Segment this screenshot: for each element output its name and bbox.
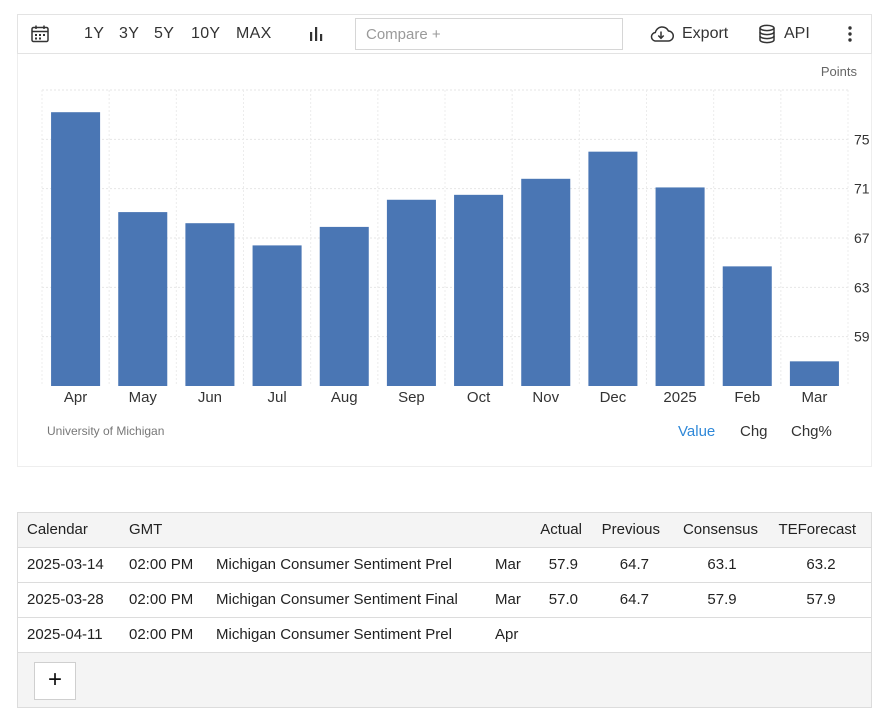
row-date: 2025-04-11 xyxy=(27,626,103,643)
range-10y-button[interactable]: 10Y xyxy=(191,25,221,42)
table-footer: + xyxy=(18,653,871,707)
y-tick-label: 67 xyxy=(854,230,870,246)
y-tick-label: 71 xyxy=(854,181,870,197)
bar-dec[interactable] xyxy=(588,151,638,386)
row-date: 2025-03-28 xyxy=(27,591,104,608)
bar-chart: Apr May Jun Jul Aug Sep Oct Nov Dec 2025 Feb Mar 59 6… xyxy=(41,89,870,406)
x-tick-label: Aug xyxy=(331,389,358,406)
table-header-row: Calendar GMT Actual Previous Consensus T… xyxy=(18,513,871,548)
mode-chg-pct-button[interactable]: Chg% xyxy=(791,423,832,440)
cloud-download-icon xyxy=(648,25,674,43)
row-time: 02:00 PM xyxy=(129,556,194,573)
source-label: University of Michigan xyxy=(47,424,165,438)
header-actual: Actual xyxy=(540,521,582,538)
row-time: 02:00 PM xyxy=(129,626,194,643)
row-event[interactable]: Michigan Consumer Sentiment Prel xyxy=(216,556,452,573)
bar-mar[interactable] xyxy=(789,361,839,386)
header-calendar: Calendar xyxy=(27,521,88,538)
row-teforecast: 63.2 xyxy=(806,556,836,573)
x-tick-label: Apr xyxy=(64,389,87,406)
bar-sep[interactable] xyxy=(386,199,436,386)
bar-aug[interactable] xyxy=(319,226,369,386)
database-icon xyxy=(758,24,776,44)
x-tick-label: Nov xyxy=(532,389,559,406)
row-previous: 64.7 xyxy=(619,556,649,573)
x-tick-label: Sep xyxy=(398,389,425,406)
range-5y-button[interactable]: 5Y xyxy=(154,25,175,42)
bar-nov[interactable] xyxy=(521,178,571,386)
bar-oct[interactable] xyxy=(454,194,504,386)
y-tick-label: 59 xyxy=(854,329,870,345)
mode-value-button[interactable]: Value xyxy=(678,423,716,440)
header-previous: Previous xyxy=(601,521,660,538)
table-row[interactable]: 2025-03-14 02:00 PM Michigan Consumer Se… xyxy=(18,548,871,583)
range-1y-button[interactable]: 1Y xyxy=(84,25,105,42)
row-date: 2025-03-14 xyxy=(27,556,104,573)
calendar-icon[interactable] xyxy=(30,15,50,53)
row-event[interactable]: Michigan Consumer Sentiment Prel xyxy=(216,626,452,643)
y-tick-label: 75 xyxy=(854,131,870,147)
row-reference: Mar xyxy=(495,591,521,608)
bar-jun[interactable] xyxy=(185,223,235,386)
row-reference: Apr xyxy=(495,626,519,643)
api-button[interactable]: API xyxy=(758,15,810,53)
row-time: 02:00 PM xyxy=(129,591,194,608)
row-previous xyxy=(588,618,649,652)
bar-2025[interactable] xyxy=(655,187,705,386)
bar-feb[interactable] xyxy=(722,266,772,386)
row-actual: 57.9 xyxy=(548,556,578,573)
chart-toolbar: 1Y 3Y 5Y 10Y MAX Export xyxy=(17,14,872,54)
x-tick-label: Jul xyxy=(267,389,286,406)
row-consensus: 63.1 xyxy=(707,556,737,573)
mode-chg-button[interactable]: Chg xyxy=(740,423,768,440)
header-gmt: GMT xyxy=(129,521,163,538)
table-row[interactable]: 2025-03-28 02:00 PM Michigan Consumer Se… xyxy=(18,583,871,618)
bar-may[interactable] xyxy=(118,212,168,386)
row-actual: 57.0 xyxy=(548,591,578,608)
x-tick-label: Dec xyxy=(600,389,627,406)
more-vertical-icon[interactable] xyxy=(842,15,858,53)
api-label: API xyxy=(784,25,810,42)
row-teforecast: 57.9 xyxy=(806,591,836,608)
export-button[interactable]: Export xyxy=(648,15,728,53)
x-tick-label: 2025 xyxy=(663,389,696,406)
calendar-table: Calendar GMT Actual Previous Consensus T… xyxy=(17,512,872,708)
row-event[interactable]: Michigan Consumer Sentiment Final xyxy=(216,591,458,608)
export-label: Export xyxy=(682,25,729,42)
row-previous: 64.7 xyxy=(619,591,649,608)
x-tick-label: Jun xyxy=(198,389,222,406)
x-tick-label: Oct xyxy=(467,389,491,406)
x-tick-label: May xyxy=(129,389,158,406)
row-consensus: 57.9 xyxy=(707,591,737,608)
chart-panel: Points Apr May Jun Jul Aug Sep Oct Nov Dec 2025 Fe… xyxy=(17,54,872,467)
row-consensus xyxy=(682,618,762,652)
x-tick-label: Feb xyxy=(734,389,760,406)
compare-input[interactable] xyxy=(355,18,623,50)
x-tick-label: Mar xyxy=(801,389,827,406)
row-teforecast xyxy=(781,618,861,652)
table-row[interactable]: 2025-04-11 02:00 PM Michigan Consumer Se… xyxy=(18,618,871,653)
bar-apr[interactable] xyxy=(51,112,101,386)
range-max-button[interactable]: MAX xyxy=(236,25,272,42)
row-reference: Mar xyxy=(495,556,521,573)
range-3y-button[interactable]: 3Y xyxy=(119,25,140,42)
bar-jul[interactable] xyxy=(252,245,302,386)
row-actual xyxy=(518,618,578,652)
y-tick-label: 63 xyxy=(854,279,870,295)
add-row-button[interactable]: + xyxy=(34,662,76,700)
y-axis-units-label: Points xyxy=(820,64,857,79)
bar-chart-icon[interactable] xyxy=(308,15,326,53)
header-teforecast: TEForecast xyxy=(778,521,856,538)
header-consensus: Consensus xyxy=(682,521,758,538)
